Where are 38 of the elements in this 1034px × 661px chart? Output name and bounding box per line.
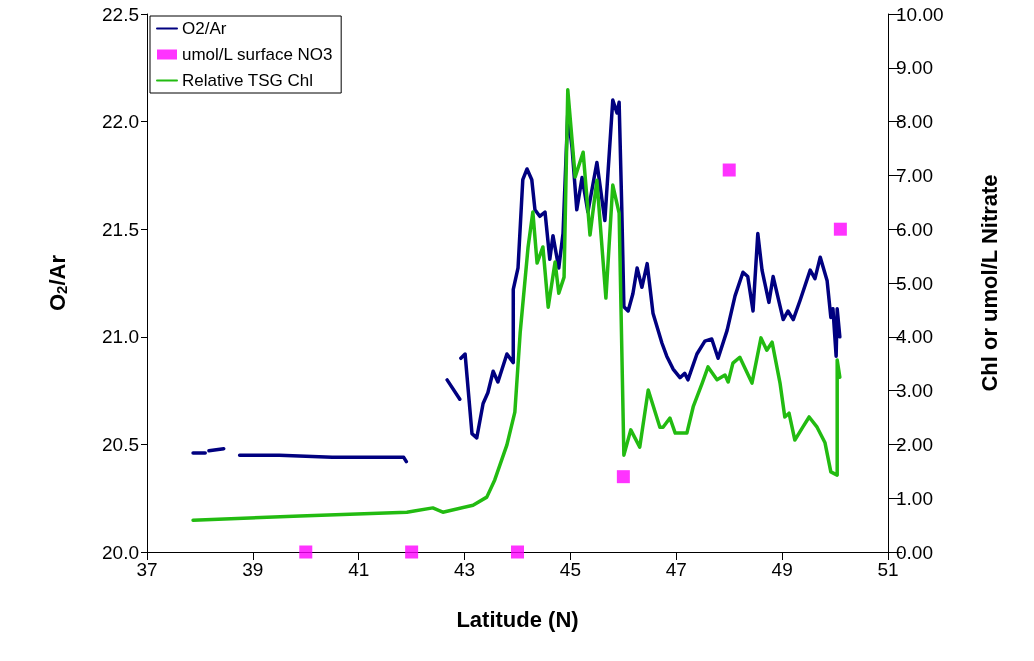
y2-axis-title: Chl or umol/L Nitrate [976, 174, 1002, 392]
x-axis-title: Latitude (N) [456, 606, 579, 632]
y-tick-label: 22.5 [102, 3, 139, 25]
y-tick-label: 20.5 [102, 433, 139, 455]
legend-label: Relative TSG Chl [182, 71, 314, 90]
y2-tick-label: 3.00 [896, 380, 933, 402]
y2-tick-label: 0.00 [896, 541, 933, 563]
x-tick-label: 45 [559, 559, 581, 580]
x-tick-label: 39 [242, 559, 264, 580]
y-tick-label: 21.5 [102, 218, 139, 240]
point [511, 545, 524, 559]
y2-tick-label: 6.00 [896, 218, 933, 240]
point [616, 470, 630, 484]
x-tick-label: 43 [454, 559, 476, 580]
x-tick-label: 49 [771, 559, 793, 580]
line-series [191, 88, 842, 523]
point [833, 222, 847, 236]
x-tick-label: 51 [877, 559, 899, 580]
y2-tick-label: 2.00 [896, 433, 933, 455]
point [722, 163, 736, 177]
point [299, 545, 313, 559]
y2-tick-label: 7.00 [896, 164, 933, 186]
legend-label: umol/L surface NO3 [182, 45, 333, 64]
y2-tick-label: 1.00 [896, 487, 933, 509]
legend-label: O2/Ar [182, 19, 227, 38]
y-tick-label: 20.0 [102, 541, 139, 563]
y2-tick-label: 9.00 [896, 57, 933, 79]
y2-tick-label: 5.00 [896, 272, 933, 294]
x-tick-label: 47 [665, 559, 687, 580]
y-axis-title: O2/Ar [45, 254, 70, 312]
y2-tick-label: 4.00 [896, 326, 933, 348]
y-tick-label: 22.0 [102, 111, 139, 133]
point [405, 545, 419, 559]
y2-tick-label: 8.00 [896, 111, 933, 133]
y-tick-label: 21.0 [102, 326, 139, 348]
y2-tick-label: 10.00 [896, 3, 944, 25]
x-tick-label: 37 [136, 559, 158, 580]
x-tick-label: 41 [348, 559, 370, 580]
